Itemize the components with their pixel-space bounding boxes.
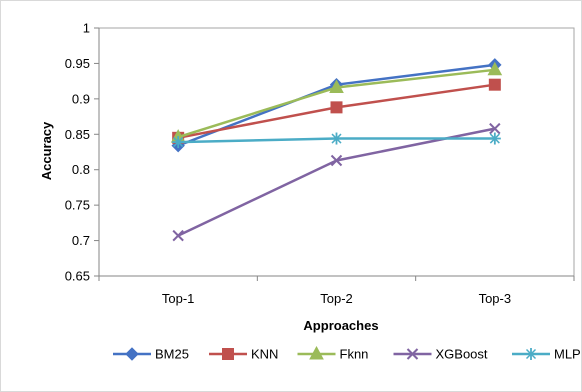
legend-marker-xgboost-stroke-b	[406, 348, 419, 360]
data-point-mlp-stroke-d	[173, 137, 184, 148]
x-tick-label: Top-1	[162, 291, 195, 306]
plot-area	[98, 27, 575, 277]
legend-label-bm25: BM25	[155, 347, 189, 362]
data-point-xgboost-stroke-b	[489, 122, 501, 135]
legend-marker-fknn	[309, 345, 324, 360]
legend-marker-xgboost	[406, 348, 419, 360]
y-tick-label: 0.9	[72, 91, 90, 106]
legend-item-xgboost: XGBoost	[393, 347, 488, 362]
data-point-xgboost	[330, 154, 343, 167]
y-tick-label: 0.75	[65, 198, 90, 213]
data-point-mlp-stroke-d	[331, 133, 342, 144]
y-axis-ticks: 0.65 0.7 0.75 0.8 0.85 0.9 0.95 1	[65, 21, 99, 284]
series-mlp	[172, 132, 501, 149]
legend-item-bm25: BM25	[113, 347, 189, 362]
legend-item-mlp: MLP	[512, 347, 581, 362]
legend-marker-bm25	[125, 347, 139, 361]
data-point-mlp-stroke-d	[489, 133, 500, 144]
legend-label-xgboost: XGBoost	[436, 347, 488, 362]
legend: BM25 KNN Fknn XGBoost MLP	[113, 345, 581, 362]
x-tick-label: Top-3	[479, 291, 512, 306]
data-point-mlp	[330, 132, 343, 145]
x-tick-label: Top-2	[320, 291, 353, 306]
legend-label-fknn: Fknn	[340, 347, 369, 362]
data-point-fknn	[487, 61, 503, 76]
x-axis-title: Approaches	[303, 318, 378, 333]
y-tick-label: 0.95	[65, 56, 90, 71]
legend-item-fknn: Fknn	[297, 345, 369, 362]
legend-marker-knn	[222, 348, 234, 360]
data-point-knn	[330, 101, 343, 114]
data-point-mlp	[172, 136, 185, 149]
series-layer	[170, 58, 503, 242]
data-point-mlp	[488, 132, 501, 145]
data-point-xgboost-stroke-b	[172, 229, 184, 242]
series-line-xgboost	[177, 127, 496, 237]
legend-label-knn: KNN	[251, 347, 278, 362]
plot-border	[98, 27, 575, 277]
x-axis-ticks: Top-1 Top-2 Top-3	[98, 276, 575, 306]
data-point-knn	[488, 78, 501, 91]
data-point-xgboost	[489, 122, 501, 135]
data-point-xgboost-stroke-b	[330, 154, 343, 167]
y-tick-label: 0.7	[72, 233, 90, 248]
legend-marker-mlp	[525, 348, 537, 360]
y-tick-label: 0.8	[72, 162, 90, 177]
y-tick-label: 0.85	[65, 127, 90, 142]
y-tick-label: 1	[83, 21, 90, 36]
data-point-xgboost	[172, 229, 184, 242]
y-axis-title: Accuracy	[39, 121, 54, 180]
y-tick-label: 0.65	[65, 269, 90, 284]
data-point-fknn	[329, 79, 344, 94]
legend-marker-mlp-stroke-d	[525, 348, 537, 360]
legend-label-mlp: MLP	[554, 347, 581, 362]
legend-item-knn: KNN	[209, 347, 278, 362]
